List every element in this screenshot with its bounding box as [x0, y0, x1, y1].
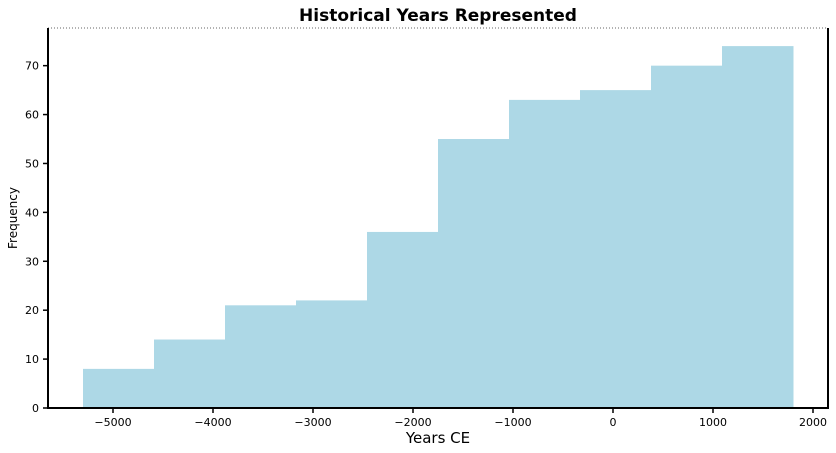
histogram-bar: [83, 368, 155, 408]
y-axis-label: Frequency: [6, 187, 20, 249]
y-tick-label: 50: [25, 157, 39, 170]
histogram-bar: [509, 99, 581, 408]
histogram-bar: [367, 231, 439, 408]
y-tick-label: 20: [25, 304, 39, 317]
x-tick-label: 1000: [699, 416, 727, 429]
x-tick-label: 0: [610, 416, 617, 429]
y-tick-label: 70: [25, 60, 39, 73]
x-tick-label: −2000: [394, 416, 431, 429]
y-tick-label: 30: [25, 255, 39, 268]
y-ticks-layer: 0 10 20 30 40 50 60 70: [25, 60, 48, 415]
y-tick-label: 0: [32, 402, 39, 415]
y-tick-label: 10: [25, 353, 39, 366]
x-tick-label: −1000: [494, 416, 531, 429]
x-tick-label: −5000: [94, 416, 131, 429]
histogram-bar: [438, 139, 510, 408]
chart-title: Historical Years Represented: [299, 6, 577, 26]
bars-layer: [83, 46, 794, 409]
histogram-bar: [651, 65, 723, 408]
axes-layer: [47, 27, 829, 409]
histogram-bar: [154, 339, 226, 408]
y-tick-label: 40: [25, 206, 39, 219]
histogram-bar: [722, 46, 794, 408]
x-tick-label: −3000: [294, 416, 331, 429]
x-axis-label: Years CE: [405, 429, 470, 447]
x-tick-label: −4000: [194, 416, 231, 429]
y-tick-label: 60: [25, 109, 39, 122]
histogram-bar: [296, 300, 368, 408]
histogram-bar: [580, 90, 652, 409]
x-ticks-layer: −5000 −4000 −3000 −2000 −1000 0 1000 2000: [94, 408, 827, 429]
x-tick-label: 2000: [799, 416, 827, 429]
histogram-bar: [225, 305, 297, 408]
